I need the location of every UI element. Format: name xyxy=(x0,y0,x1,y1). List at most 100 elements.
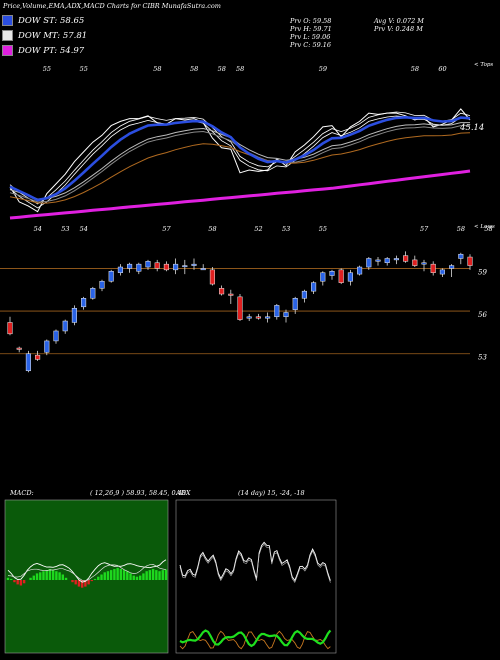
candle-body xyxy=(173,263,179,271)
low-mark: 57 xyxy=(162,225,171,233)
top-mark: 58 xyxy=(153,65,161,73)
ema-mt-lower-line xyxy=(9,125,470,203)
macd-hist-bar xyxy=(19,580,23,586)
adx-panel xyxy=(175,499,337,654)
macd-hist-bar xyxy=(13,580,16,583)
legend-swatch-st xyxy=(2,15,13,26)
low-mark: 58 xyxy=(484,225,492,233)
ema-long-line xyxy=(9,132,471,204)
macd-hist-bar xyxy=(29,577,32,580)
price-line xyxy=(9,108,471,213)
macd-hist-bar xyxy=(64,577,68,580)
candle-body xyxy=(108,271,114,282)
top-mark: 59 xyxy=(319,65,327,73)
candle-body xyxy=(90,288,96,299)
macd-hist-bar xyxy=(6,577,10,580)
candle-body xyxy=(439,269,445,275)
candle-body xyxy=(237,296,243,320)
low-mark: 55 xyxy=(319,225,327,233)
candle-body xyxy=(246,316,252,319)
candle-body xyxy=(35,354,41,360)
candle-body xyxy=(449,265,455,269)
macd-hist-bar xyxy=(22,580,26,584)
candle-panel: 59 56 53 xyxy=(0,251,487,373)
low-mark: 54 xyxy=(80,225,88,233)
ema-short-upper xyxy=(9,111,471,205)
candle-body xyxy=(403,255,409,262)
candle-body xyxy=(384,258,390,263)
info-prev-volume: Prv V: 0.248 M xyxy=(374,25,423,33)
candle-body xyxy=(228,293,234,296)
level-label: 59 xyxy=(478,268,487,276)
macd-hist-bar xyxy=(145,571,148,580)
ema-pt-line xyxy=(9,169,471,220)
level-label: 56 xyxy=(478,311,487,319)
macd-hist-bar xyxy=(45,570,48,580)
macd-hist-bar xyxy=(129,573,132,580)
macd-hist-bar xyxy=(151,569,155,580)
macd-hist-bar xyxy=(80,580,84,588)
low-mark: 54 xyxy=(34,225,42,233)
low-mark: 52 xyxy=(254,225,262,233)
lows-label: < Lows xyxy=(474,224,495,230)
top-mark: 58 xyxy=(236,65,244,73)
legend-label-st: DOW ST: 58.65 xyxy=(18,15,85,26)
macd-hist-bar xyxy=(48,569,52,580)
macd-hist-bar xyxy=(87,580,90,585)
macd-hist-bar xyxy=(122,570,126,580)
candle-body xyxy=(338,269,344,283)
candle-body xyxy=(163,263,169,271)
candle-body xyxy=(209,269,215,285)
macd-hist-bar xyxy=(139,575,142,580)
macd-hist-bar xyxy=(161,570,164,580)
info-avg-volume: Avg V: 0.072 M xyxy=(374,17,424,25)
legend-swatch-pt xyxy=(2,45,13,56)
top-mark: 55 xyxy=(80,65,88,73)
candle-body xyxy=(71,307,77,323)
adx-title: ADX xyxy=(176,489,191,497)
macd-panel xyxy=(4,499,169,654)
low-mark: 53 xyxy=(282,225,290,233)
candle-body xyxy=(458,253,464,259)
top-mark: 58 xyxy=(190,65,198,73)
candle-body xyxy=(467,256,473,266)
candle-body xyxy=(301,290,307,299)
macd-hist-bar xyxy=(126,571,129,580)
macd-line xyxy=(7,559,167,583)
chart-title: Price,Volume,EMA,ADX,MACD Charts for CIB… xyxy=(3,2,221,10)
minus-di-line xyxy=(179,630,331,650)
candle-body xyxy=(145,261,151,268)
macd-hist-bar xyxy=(42,571,45,580)
macd-hist-bar xyxy=(113,569,116,580)
candle-body xyxy=(191,263,197,266)
candle-body xyxy=(329,271,335,276)
macd-hist-bar xyxy=(116,567,119,580)
info-prev-low: Prv L: 59.06 xyxy=(290,33,331,41)
top-mark: 55 xyxy=(43,65,51,73)
candle-body xyxy=(182,265,188,268)
candle-body xyxy=(7,322,13,335)
legend-dow-pt: DOW PT: 54.97 xyxy=(2,45,84,56)
macd-hist-bar xyxy=(77,580,81,587)
low-mark: 58 xyxy=(208,225,216,233)
macd-hist-bar xyxy=(119,569,123,580)
candle-body xyxy=(265,316,271,319)
legend-label-pt: DOW PT: 54.97 xyxy=(18,45,85,56)
macd-hist-bar xyxy=(58,572,61,580)
candle-body xyxy=(320,272,326,282)
macd-signal-line xyxy=(7,564,167,582)
macd-hist-bar xyxy=(106,571,110,580)
candle-body xyxy=(53,330,59,342)
macd-hist-bar xyxy=(132,575,135,580)
candle-body xyxy=(366,258,372,268)
macd-hist-bar xyxy=(100,574,103,580)
legend-swatch-mt xyxy=(2,30,13,41)
legend-dow-st: DOW ST: 58.65 xyxy=(2,15,84,26)
level-label: 53 xyxy=(478,354,487,362)
plus-di-line xyxy=(179,629,332,648)
candle-body xyxy=(16,347,22,350)
candle-body xyxy=(62,320,68,332)
candle-body xyxy=(292,298,298,310)
candle-body xyxy=(274,305,280,318)
